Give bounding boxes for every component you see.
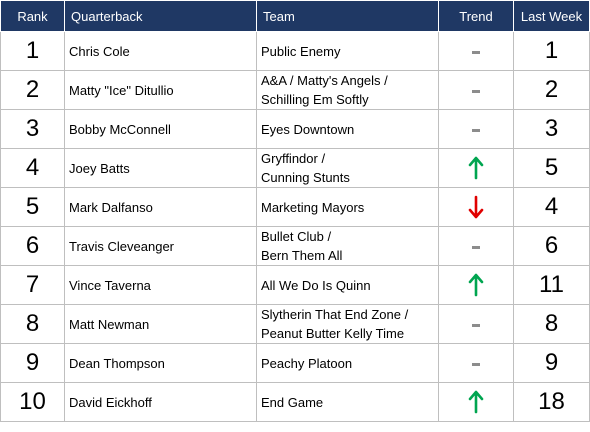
header-trend: Trend xyxy=(438,0,514,32)
team-line-1: All We Do Is Quinn xyxy=(261,277,371,293)
quarterback-cell: Bobby McConnell xyxy=(64,109,257,149)
team-line-1: Bullet Club / xyxy=(261,229,332,244)
table-row: 8 Matt Newman Slytherin That End Zone / Pea… xyxy=(0,304,590,344)
rank-cell: 8 xyxy=(0,304,65,344)
team-line-2: Peanut Butter Kelly Time xyxy=(261,326,405,341)
last-week-cell: 5 xyxy=(513,148,590,188)
table-row: 10 David Eickhoff End Game 18 xyxy=(0,382,590,422)
trend-cell xyxy=(438,187,514,227)
team-cell: Peachy Platoon xyxy=(256,343,439,383)
trend-cell xyxy=(438,31,514,71)
quarterback-cell: David Eickhoff xyxy=(64,382,257,422)
quarterback-cell: Mark Dalfanso xyxy=(64,187,257,227)
trend-cell xyxy=(438,148,514,188)
last-week-cell: 1 xyxy=(513,31,590,71)
table-body: 1 Chris Cole Public Enemy 1 2 Matty "Ice" Dit… xyxy=(0,31,590,422)
quarterback-cell: Travis Cleveanger xyxy=(64,226,257,266)
rank-cell: 9 xyxy=(0,343,65,383)
dash-icon xyxy=(472,128,480,132)
quarterback-cell: Matty "Ice" Ditullio xyxy=(64,70,257,110)
table-row: 7 Vince Taverna All We Do Is Quinn 11 xyxy=(0,265,590,305)
last-week-cell: 18 xyxy=(513,382,590,422)
team-line-1: A&A / Matty's Angels / xyxy=(261,73,388,88)
last-week-cell: 9 xyxy=(513,343,590,383)
team-cell: Slytherin That End Zone / Peanut Butter K… xyxy=(256,304,439,344)
trend-cell xyxy=(438,109,514,149)
trend-cell xyxy=(438,343,514,383)
team-cell: End Game xyxy=(256,382,439,422)
team-cell: A&A / Matty's Angels / Schilling Em Softl… xyxy=(256,70,439,110)
table-row: 9 Dean Thompson Peachy Platoon 9 xyxy=(0,343,590,383)
rank-cell: 10 xyxy=(0,382,65,422)
rank-cell: 6 xyxy=(0,226,65,266)
team-line-1: Eyes Downtown xyxy=(261,121,355,137)
arrow-down-icon xyxy=(466,195,486,219)
last-week-cell: 4 xyxy=(513,187,590,227)
team-line-2: Bern Them All xyxy=(261,248,343,263)
dash-icon xyxy=(472,323,480,327)
trend-cell xyxy=(438,70,514,110)
header-rank: Rank xyxy=(0,0,65,32)
team-line-1: Peachy Platoon xyxy=(261,355,353,371)
rank-cell: 5 xyxy=(0,187,65,227)
header-last-week: Last Week xyxy=(513,0,590,32)
team-cell: All We Do Is Quinn xyxy=(256,265,439,305)
rank-cell: 4 xyxy=(0,148,65,188)
arrow-up-icon xyxy=(466,273,486,297)
last-week-cell: 8 xyxy=(513,304,590,344)
quarterback-cell: Dean Thompson xyxy=(64,343,257,383)
team-cell: Gryffindor / Cunning Stunts xyxy=(256,148,439,188)
table-row: 2 Matty "Ice" Ditullio A&A / Matty's Angel… xyxy=(0,70,590,110)
trend-cell xyxy=(438,382,514,422)
rank-cell: 1 xyxy=(0,31,65,71)
quarterback-cell: Joey Batts xyxy=(64,148,257,188)
table-row: 6 Travis Cleveanger Bullet Club / Bern Them… xyxy=(0,226,590,266)
arrow-up-icon xyxy=(466,390,486,414)
quarterback-cell: Vince Taverna xyxy=(64,265,257,305)
header-team: Team xyxy=(256,0,439,32)
quarterback-cell: Chris Cole xyxy=(64,31,257,71)
last-week-cell: 3 xyxy=(513,109,590,149)
team-line-2: Schilling Em Softly xyxy=(261,92,369,107)
dash-icon xyxy=(472,245,480,249)
team-line-1: Gryffindor / xyxy=(261,151,326,166)
rank-cell: 7 xyxy=(0,265,65,305)
table-row: 3 Bobby McConnell Eyes Downtown 3 xyxy=(0,109,590,149)
table-row: 5 Mark Dalfanso Marketing Mayors 4 xyxy=(0,187,590,227)
dash-icon xyxy=(472,50,480,54)
team-line-1: Slytherin That End Zone / xyxy=(261,307,409,322)
last-week-cell: 2 xyxy=(513,70,590,110)
team-line-1: End Game xyxy=(261,394,324,410)
trend-cell xyxy=(438,304,514,344)
team-cell: Public Enemy xyxy=(256,31,439,71)
quarterback-cell: Matt Newman xyxy=(64,304,257,344)
arrow-up-icon xyxy=(466,156,486,180)
team-line-1: Marketing Mayors xyxy=(261,199,365,215)
header-quarterback: Quarterback xyxy=(64,0,257,32)
team-line-2: Cunning Stunts xyxy=(261,170,350,185)
trend-cell xyxy=(438,265,514,305)
table-row: 4 Joey Batts Gryffindor / Cunning Stunts 5 xyxy=(0,148,590,188)
dash-icon xyxy=(472,362,480,366)
dash-icon xyxy=(472,89,480,93)
team-line-1: Public Enemy xyxy=(261,43,341,59)
last-week-cell: 11 xyxy=(513,265,590,305)
team-cell: Marketing Mayors xyxy=(256,187,439,227)
header-row: Rank Quarterback Team Trend Last Week xyxy=(0,0,590,32)
team-cell: Bullet Club / Bern Them All xyxy=(256,226,439,266)
table-row: 1 Chris Cole Public Enemy 1 xyxy=(0,31,590,71)
last-week-cell: 6 xyxy=(513,226,590,266)
team-cell: Eyes Downtown xyxy=(256,109,439,149)
trend-cell xyxy=(438,226,514,266)
rank-cell: 2 xyxy=(0,70,65,110)
rank-cell: 3 xyxy=(0,109,65,149)
